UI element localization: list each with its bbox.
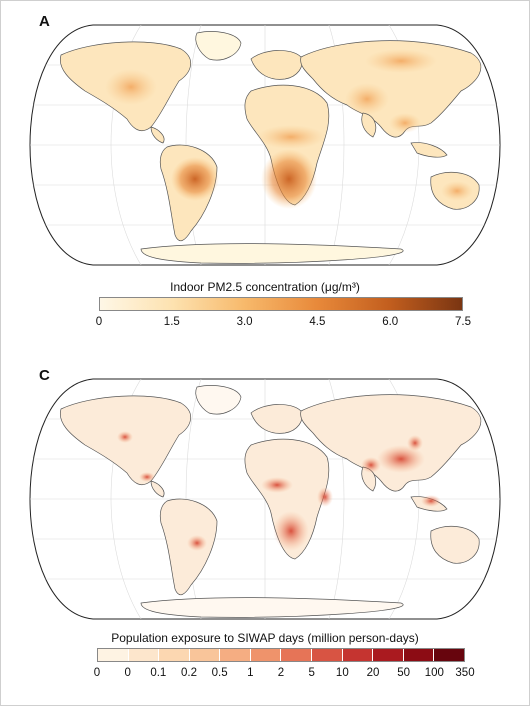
colorbar-c-tick: 0.2 <box>181 667 197 679</box>
panel-letter-c: C <box>39 367 50 384</box>
colorbar-c-tick: 5 <box>308 667 315 679</box>
colorbar-c-tick: 0.1 <box>150 667 167 679</box>
colorbar-c-step <box>98 649 129 661</box>
colorbar-c-ticks: 0 0 0.1 0.2 0.5 1 2 5 10 20 50 100 350 <box>93 667 475 681</box>
colorbar-c-step <box>159 649 190 661</box>
colorbar-c-step <box>312 649 343 661</box>
colorbar-c-tick: 0.5 <box>211 667 228 679</box>
colorbar-c-step <box>250 649 282 661</box>
colorbar-c-tick: 10 <box>335 667 349 679</box>
colorbar-a-tick: 4.5 <box>309 316 326 328</box>
colorbar-c-step <box>403 649 435 661</box>
colorbar-c-step <box>128 649 160 661</box>
colorbar-c-step <box>281 649 313 661</box>
colorbar-a-title: Indoor PM2.5 concentration (μg/m³) <box>170 280 360 294</box>
colorbar-c-tick: 350 <box>455 667 475 679</box>
colorbar-c-tick: 50 <box>397 667 411 679</box>
map-population-exposure <box>29 378 501 620</box>
colorbar-a-tick: 7.5 <box>455 316 471 328</box>
colorbar-c-step <box>220 649 251 661</box>
colorbar-c-title: Population exposure to SIWAP days (milli… <box>111 631 419 645</box>
colorbar-c-step <box>434 649 464 661</box>
colorbar-a-tick: 3.0 <box>236 316 253 328</box>
colorbar-c-tick: 2 <box>277 667 285 679</box>
colorbar-a-tick: 1.5 <box>163 316 180 328</box>
colorbar-c-step <box>373 649 404 661</box>
panel-letter-a: A <box>39 13 50 30</box>
colorbar-c-tick: 100 <box>424 667 444 679</box>
colorbar-c-step <box>189 649 221 661</box>
colorbar-c-tick: 20 <box>366 667 380 679</box>
colorbar-c <box>97 648 465 662</box>
colorbar-a-tick: 6.0 <box>382 316 399 328</box>
colorbar-a-ticks: 0 1.5 3.0 4.5 6.0 7.5 <box>95 316 471 330</box>
colorbar-c-tick: 0 <box>124 667 131 679</box>
map-indoor-pm25 <box>29 24 501 266</box>
colorbar-c-tick: 0 <box>93 667 101 679</box>
colorbar-c-tick: 1 <box>247 667 254 679</box>
colorbar-a <box>99 297 463 311</box>
colorbar-c-step <box>342 649 374 661</box>
colorbar-a-tick: 0 <box>95 316 103 328</box>
